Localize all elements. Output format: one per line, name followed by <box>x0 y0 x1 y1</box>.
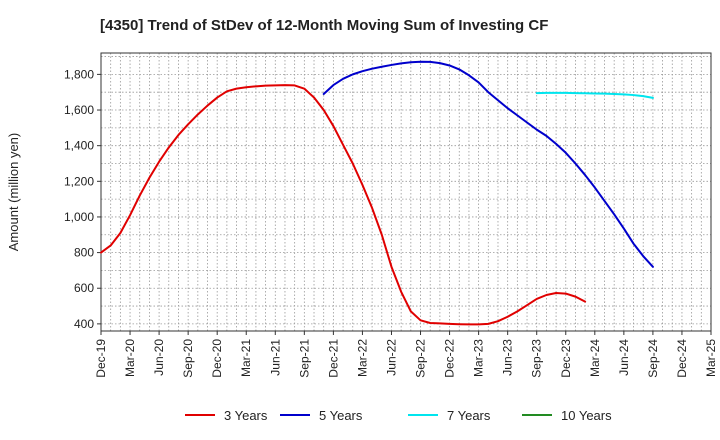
x-tick-label: Mar-20 <box>123 339 137 377</box>
y-tick-label: 600 <box>74 281 94 295</box>
x-tick-label: Jun-22 <box>384 339 398 376</box>
series-line-5-years <box>322 60 654 268</box>
y-tick-label: 1,000 <box>64 210 94 224</box>
x-tick-label: Mar-22 <box>355 339 369 377</box>
legend-label: 3 Years <box>224 408 268 423</box>
y-tick-label: 1,600 <box>64 103 94 117</box>
x-tick-label: Sep-24 <box>646 339 660 378</box>
legend-label: 10 Years <box>561 408 612 423</box>
legend: 3 Years 5 Years 7 Years 10 Years <box>185 408 612 423</box>
series <box>100 60 654 326</box>
x-tick-label: Jun-21 <box>268 339 282 376</box>
x-tick-label: Sep-21 <box>297 339 311 378</box>
x-tick-label: Mar-23 <box>472 339 486 377</box>
chart-title: [4350] Trend of StDev of 12-Month Moving… <box>100 17 548 34</box>
y-axis: 400 600 800 1,000 1,200 1,400 1,600 1,800 <box>64 67 101 331</box>
x-tick-label: Dec-20 <box>210 339 224 378</box>
x-tick-label: Sep-22 <box>414 339 428 378</box>
x-tick-label: Sep-23 <box>530 339 544 378</box>
series-line-3-years <box>100 84 587 326</box>
plot-area <box>100 52 712 332</box>
y-tick-label: 1,800 <box>64 67 94 81</box>
y-tick-label: 1,400 <box>64 139 94 153</box>
x-tick-label: Sep-20 <box>181 339 195 378</box>
x-axis: Dec-19 Mar-20 Jun-20 Sep-20 Dec-20 Mar-21 Jun-… <box>94 331 718 378</box>
x-tick-label: Jun-20 <box>152 339 166 376</box>
x-tick-label: Mar-25 <box>704 339 718 377</box>
x-tick-label: Mar-24 <box>588 339 602 377</box>
x-tick-label: Jun-23 <box>501 339 515 376</box>
legend-label: 7 Years <box>447 408 491 423</box>
y-tick-label: 800 <box>74 246 94 260</box>
y-tick-label: 1,200 <box>64 174 94 188</box>
series-line-7-years <box>535 91 654 99</box>
x-tick-label: Mar-21 <box>239 339 253 377</box>
y-axis-label: Amount (million yen) <box>6 133 21 252</box>
x-tick-label: Dec-21 <box>326 339 340 378</box>
x-tick-label: Jun-24 <box>617 339 631 376</box>
y-tick-label: 400 <box>74 317 94 331</box>
x-tick-label: Dec-23 <box>559 339 573 378</box>
x-tick-label: Dec-24 <box>675 339 689 378</box>
x-tick-label: Dec-19 <box>94 339 108 378</box>
grid <box>101 53 711 331</box>
legend-label: 5 Years <box>319 408 363 423</box>
x-tick-label: Dec-22 <box>443 339 457 378</box>
